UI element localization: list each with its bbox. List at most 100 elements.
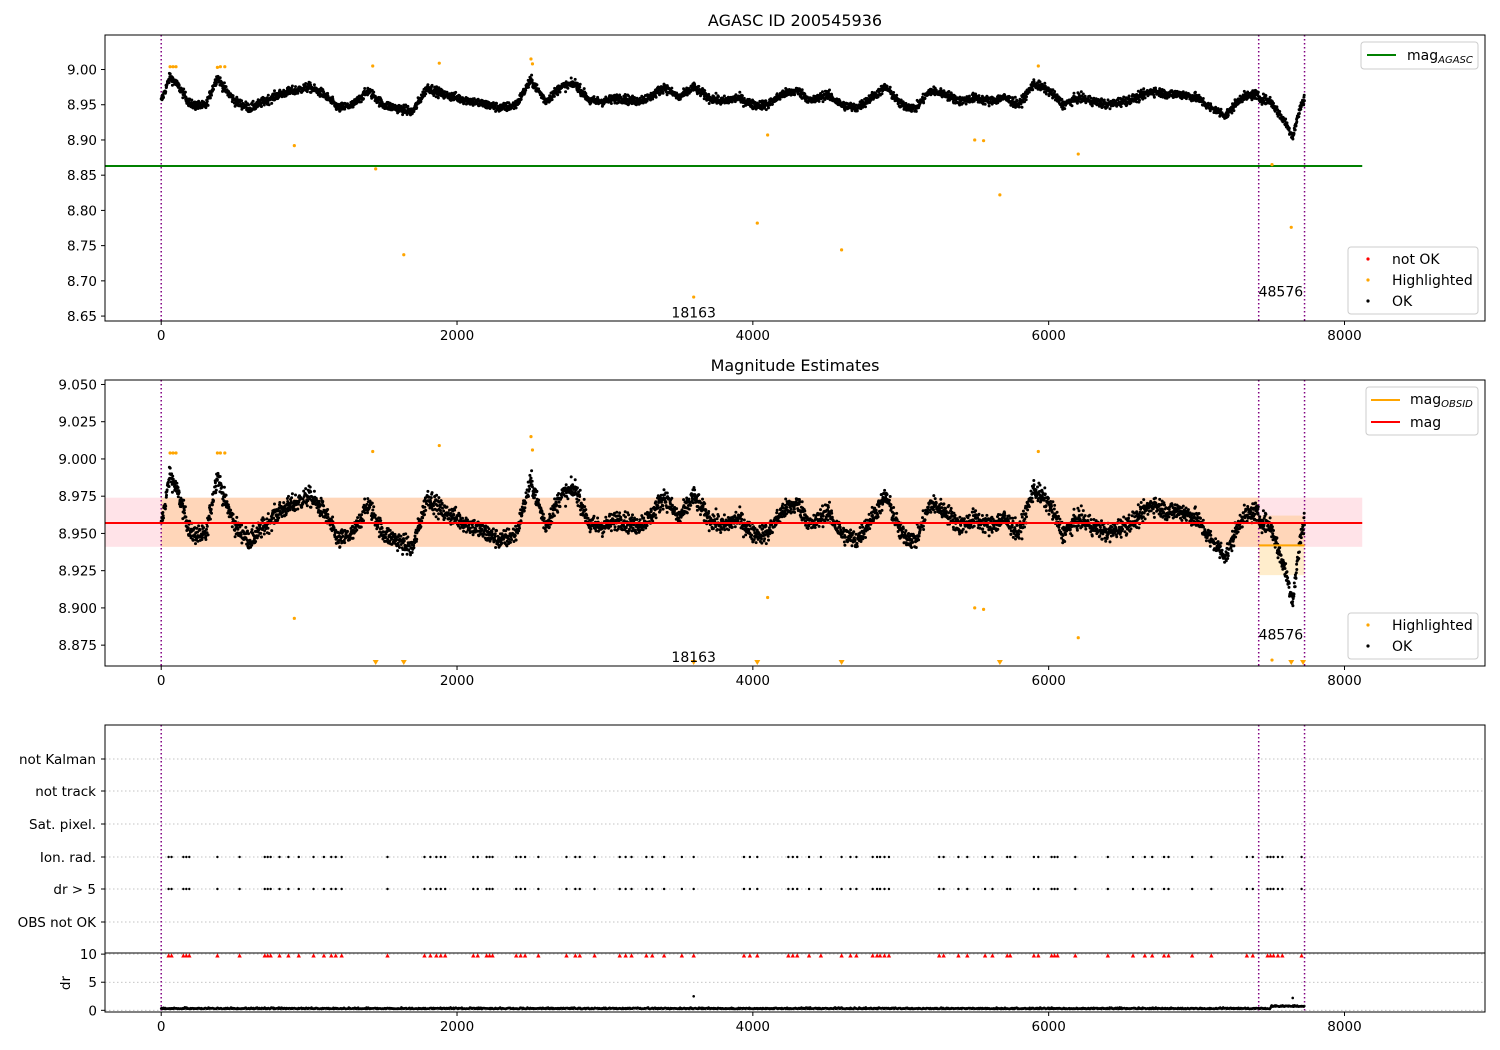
ok-point bbox=[530, 73, 534, 77]
ok-point bbox=[624, 95, 627, 99]
ok-point bbox=[210, 511, 213, 515]
ok-point bbox=[711, 100, 715, 104]
ok-point bbox=[665, 93, 669, 97]
ok-point bbox=[922, 101, 926, 105]
y-tick-label: 8.75 bbox=[67, 239, 97, 255]
ok-point bbox=[1025, 95, 1028, 99]
ok-point bbox=[697, 84, 701, 88]
x-tick-label: 6000 bbox=[1031, 328, 1065, 344]
ok-point bbox=[967, 94, 971, 98]
ok-point bbox=[1295, 120, 1299, 124]
ok-point bbox=[775, 92, 779, 96]
ok-point bbox=[1297, 112, 1301, 115]
highlighted-point bbox=[437, 61, 441, 65]
ok-point bbox=[633, 96, 637, 100]
ok-point bbox=[273, 502, 276, 506]
ok-point bbox=[182, 87, 186, 91]
ok-point bbox=[645, 99, 649, 103]
ok-point bbox=[351, 536, 355, 540]
ok-point bbox=[212, 87, 215, 91]
ok-point bbox=[246, 529, 249, 533]
ok-point bbox=[1013, 95, 1017, 99]
panel1-x-ticks: 0 2000 4000 6000 8000 bbox=[157, 321, 1362, 344]
ok-point bbox=[240, 541, 244, 545]
ok-point bbox=[331, 95, 335, 99]
ok-point bbox=[714, 91, 718, 95]
ok-point bbox=[256, 534, 260, 538]
ok-point bbox=[1138, 98, 1141, 102]
ok-point bbox=[326, 508, 330, 511]
ok-point bbox=[1038, 80, 1042, 84]
ok-point bbox=[218, 76, 222, 80]
ok-point bbox=[1015, 99, 1019, 103]
highlighted-point bbox=[755, 221, 759, 225]
ok-point bbox=[880, 92, 884, 96]
ok-point bbox=[1232, 109, 1236, 113]
ok-point bbox=[651, 97, 655, 101]
highlighted-point bbox=[839, 248, 844, 252]
x-tick-label: 4000 bbox=[736, 328, 770, 344]
ok-point bbox=[278, 501, 282, 504]
ok-point bbox=[703, 89, 707, 93]
ok-point bbox=[412, 110, 416, 113]
ok-point bbox=[558, 90, 562, 94]
ok-point bbox=[183, 511, 186, 515]
ok-point bbox=[338, 545, 342, 549]
ok-point bbox=[1275, 105, 1279, 109]
highlighted-point bbox=[174, 65, 178, 69]
ok-point bbox=[235, 515, 239, 519]
ok-point bbox=[738, 90, 742, 94]
ok-point bbox=[212, 499, 215, 503]
ok-point bbox=[817, 99, 821, 103]
ok-point bbox=[304, 82, 308, 85]
ok-point bbox=[821, 90, 824, 94]
ok-point bbox=[1127, 94, 1131, 98]
ok-point bbox=[290, 496, 294, 500]
ok-point bbox=[372, 505, 376, 509]
ok-point bbox=[556, 93, 560, 97]
ok-point bbox=[722, 94, 726, 98]
ok-point bbox=[923, 96, 927, 100]
highlighted-point bbox=[973, 138, 977, 142]
ok-point bbox=[205, 527, 208, 531]
ok-point bbox=[355, 528, 359, 532]
ok-point bbox=[1208, 109, 1212, 113]
ok-point bbox=[165, 493, 168, 497]
ok-point bbox=[362, 519, 365, 523]
ok-point bbox=[209, 507, 213, 511]
panel1-legend-lower: not OK Highlighted OK bbox=[1347, 246, 1479, 315]
ok-point bbox=[215, 478, 219, 482]
ok-point bbox=[1090, 104, 1094, 108]
ok-point bbox=[182, 508, 186, 512]
highlighted-point bbox=[1270, 163, 1274, 167]
ok-point bbox=[170, 490, 174, 494]
ok-point bbox=[734, 93, 738, 97]
ok-point bbox=[435, 85, 439, 89]
ok-point bbox=[363, 497, 367, 501]
ok-point bbox=[273, 89, 276, 93]
ok-point bbox=[661, 91, 665, 95]
ok-point bbox=[214, 82, 218, 86]
ok-point bbox=[1293, 128, 1297, 132]
ok-point bbox=[362, 97, 365, 101]
ok-point bbox=[308, 485, 312, 489]
ok-point bbox=[277, 516, 281, 520]
ok-point bbox=[983, 102, 987, 106]
ok-point bbox=[1287, 126, 1291, 130]
y-tick-label: 8.85 bbox=[67, 168, 97, 184]
ok-point bbox=[294, 85, 297, 89]
ok-point bbox=[309, 490, 313, 494]
ok-point bbox=[341, 534, 345, 538]
ok-point bbox=[239, 532, 243, 536]
ok-point bbox=[170, 83, 174, 87]
ok-point bbox=[740, 94, 744, 98]
ok-point bbox=[569, 76, 573, 80]
ok-point bbox=[578, 82, 582, 86]
ok-point bbox=[1152, 95, 1156, 99]
ok-point bbox=[379, 519, 383, 523]
legend-marker-not-ok bbox=[1366, 257, 1370, 261]
ok-point bbox=[537, 87, 541, 91]
ok-point bbox=[260, 104, 263, 108]
ok-point bbox=[171, 474, 175, 478]
ok-point bbox=[167, 81, 171, 85]
